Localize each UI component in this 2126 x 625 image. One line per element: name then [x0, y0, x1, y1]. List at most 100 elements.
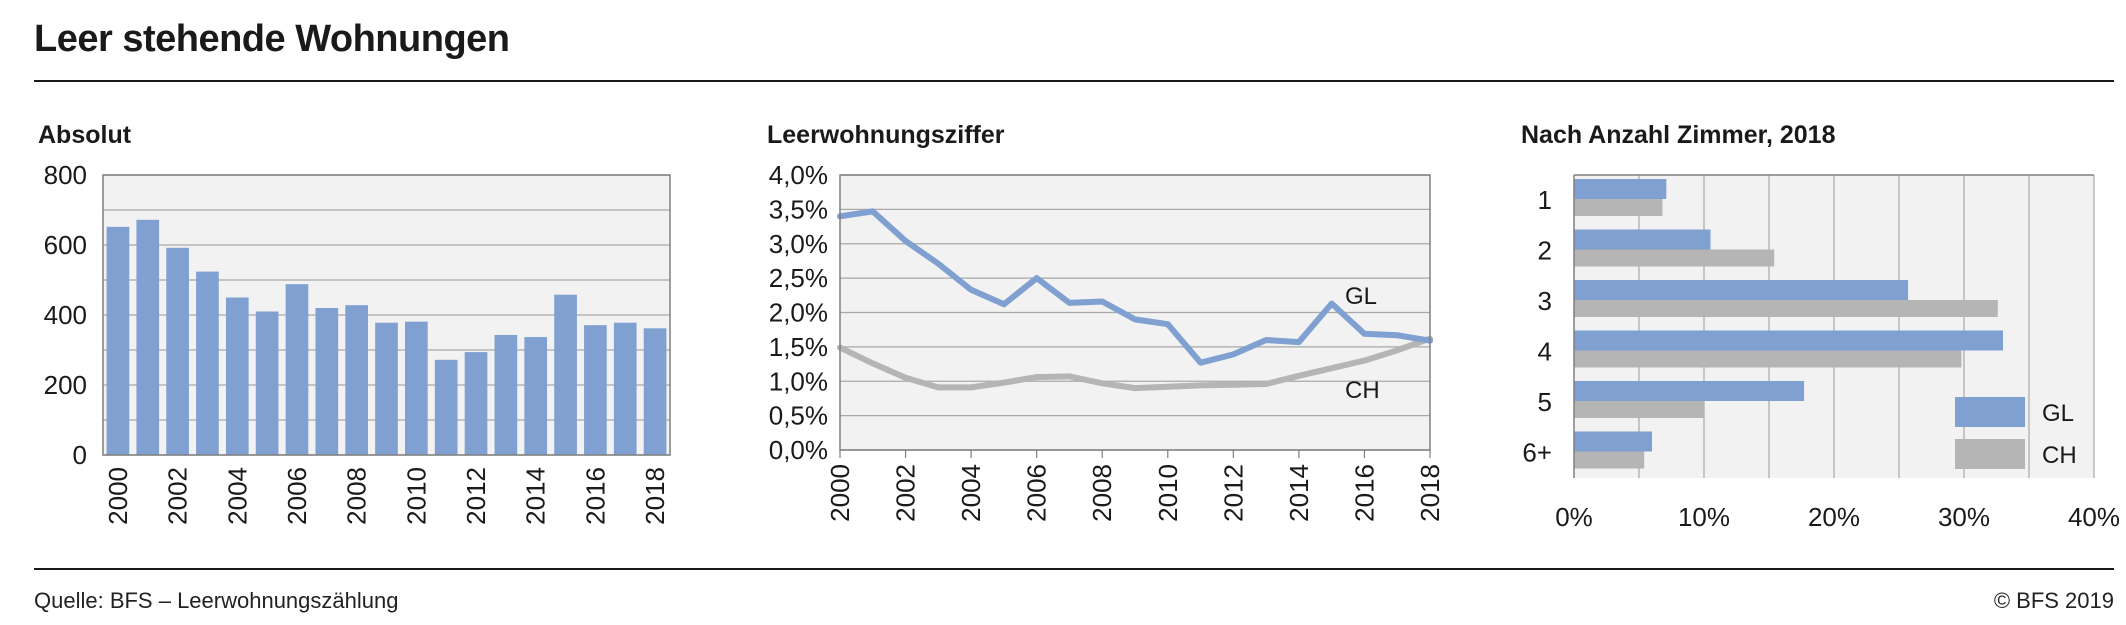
bar-gl — [1574, 431, 1652, 452]
bar — [285, 284, 309, 455]
x-tick-label: 2006 — [1022, 464, 1052, 522]
y-tick-label: 4 — [1538, 337, 1552, 367]
x-tick-label: 2000 — [825, 464, 855, 522]
bar-ch — [1574, 401, 1704, 418]
x-tick-label: 2014 — [1284, 464, 1314, 522]
bar — [136, 219, 160, 455]
x-tick-label: 2018 — [640, 467, 670, 525]
bar — [166, 247, 189, 455]
x-tick-label: 2006 — [282, 467, 312, 525]
x-tick-label: 2016 — [1349, 464, 1379, 522]
bars-absolut — [106, 219, 667, 455]
y-ticks-leerwohnungsziffer: 0,0% 0,5% 1,0% 1,5% 2,0% 2,5% 3,0% 3,5% 4,0% — [769, 160, 828, 465]
bar-gl — [1574, 381, 1805, 401]
panel-title-zimmer: Nach Anzahl Zimmer, 2018 — [1521, 121, 1836, 149]
y-tick-label: 0 — [73, 440, 87, 470]
x-tick-label: 2010 — [1153, 464, 1183, 522]
bar — [196, 271, 219, 455]
chart-title: Leer stehende Wohnungen — [34, 18, 510, 60]
x-tick-label: 2016 — [580, 467, 610, 525]
lines-leerwohnungsziffer — [837, 208, 1433, 392]
legend-zimmer: GL CH — [1955, 397, 2077, 469]
plot-frame-leerwohnungsziffer — [839, 174, 1431, 451]
y-tick-label: 1 — [1538, 185, 1552, 215]
y-tick-label: 2,0% — [769, 298, 828, 328]
y-tick-label: 1,5% — [769, 332, 828, 362]
x-tick-label: 30% — [1938, 502, 1990, 532]
x-tick-label: 20% — [1808, 502, 1860, 532]
x-tick-label: 0% — [1555, 502, 1593, 532]
x-tick-label: 2008 — [342, 467, 372, 525]
x-tick-label: 2004 — [222, 467, 252, 525]
x-tick-label: 2014 — [521, 467, 551, 525]
x-tick-label: 2012 — [461, 467, 491, 525]
source-note: Quelle: BFS – Leerwohnungszählung — [34, 588, 399, 613]
bars-zimmer — [1574, 179, 2003, 469]
bar-ch — [1574, 199, 1663, 216]
panel-leerwohnungsziffer: Leerwohnungsziffer 0,0% 0,5% 1,0% 1,5% 2,0% 2… — [767, 121, 1445, 522]
series-label-gl: GL — [1345, 283, 1377, 310]
bar — [434, 359, 458, 455]
x-tick-label: 2000 — [103, 467, 133, 525]
plot-frame-absolut — [102, 174, 671, 456]
bar — [524, 337, 548, 455]
x-tick-label: 10% — [1678, 502, 1730, 532]
y-tick-label: 3,5% — [769, 194, 828, 224]
legend-swatch-gl — [1955, 397, 2025, 427]
bar — [106, 226, 130, 455]
bar — [315, 308, 339, 455]
x-tick-label: 2002 — [163, 467, 193, 525]
bar-gl — [1574, 229, 1711, 250]
series-label-ch: CH — [1345, 377, 1380, 404]
y-tick-label: 1,0% — [769, 366, 828, 396]
legend-label-ch: CH — [2042, 442, 2077, 469]
bar — [643, 328, 667, 455]
bar — [225, 297, 249, 455]
x-tick-label: 2002 — [891, 464, 921, 522]
copyright-note: © BFS 2019 — [1993, 588, 2114, 613]
bar — [345, 305, 368, 455]
y-tick-label: 5 — [1538, 387, 1552, 417]
bar-ch — [1574, 249, 1775, 267]
panel-title-leerwohnungsziffer: Leerwohnungsziffer — [767, 121, 1005, 149]
x-tick-label: 2018 — [1415, 464, 1445, 522]
y-tick-label: 4,0% — [769, 160, 828, 190]
series-line-ch — [837, 335, 1433, 392]
y-tick-label: 3,0% — [769, 229, 828, 259]
x-tick-label: 2008 — [1087, 464, 1117, 522]
legend-swatch-ch — [1955, 439, 2025, 469]
y-tick-label: 0,0% — [769, 435, 828, 465]
bar — [405, 321, 428, 455]
gridlines-zimmer — [1638, 175, 2095, 478]
y-tick-label: 6+ — [1522, 438, 1552, 468]
y-tick-label: 200 — [44, 370, 87, 400]
x-ticks-leerwohnungsziffer: 2000 2002 2004 2006 2008 2010 2012 2014 2016 2018 — [825, 464, 1445, 522]
axis-zimmer — [1573, 174, 2094, 478]
x-tick-label: 40% — [2068, 502, 2120, 532]
y-tick-label: 2,5% — [769, 263, 828, 293]
bar — [375, 322, 398, 455]
legend-label-gl: GL — [2042, 400, 2074, 427]
x-tick-label: 2010 — [401, 467, 431, 525]
y-tick-label: 0,5% — [769, 401, 828, 431]
y-tick-label: 3 — [1538, 286, 1552, 316]
panel-title-absolut: Absolut — [38, 121, 132, 149]
x-ticks-zimmer: 0% 10% 20% 30% 40% — [1555, 502, 2120, 532]
bar-ch — [1574, 451, 1645, 469]
bar-ch — [1574, 300, 1998, 317]
series-line-gl — [837, 208, 1433, 366]
y-tick-label: 400 — [44, 300, 87, 330]
bar — [255, 311, 279, 455]
bar — [464, 352, 488, 455]
bar — [584, 325, 607, 455]
y-tick-label: 2 — [1538, 236, 1552, 266]
header-divider — [34, 80, 2114, 82]
y-ticks-zimmer: 1 2 3 4 5 6+ — [1522, 185, 1552, 468]
y-ticks-absolut: 0 200 400 600 800 — [44, 160, 87, 470]
bar-gl — [1574, 330, 2003, 351]
y-tick-label: 800 — [44, 160, 87, 190]
panel-zimmer: Nach Anzahl Zimmer, 2018 1 2 3 4 5 6+ 0% 10% 20… — [1521, 121, 2120, 532]
y-tick-label: 600 — [44, 230, 87, 260]
bar — [613, 322, 637, 455]
